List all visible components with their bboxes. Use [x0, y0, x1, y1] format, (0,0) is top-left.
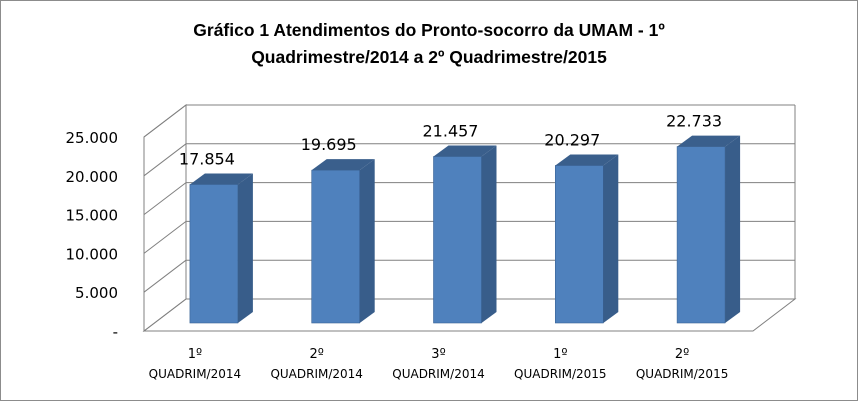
x-tick-label: 3º — [431, 347, 445, 362]
data-label: 21.457 — [423, 121, 479, 140]
bar — [676, 146, 726, 324]
bar — [433, 156, 482, 324]
y-tick-label: 10.000 — [66, 245, 119, 263]
bar-top — [433, 145, 497, 157]
x-tick-label: 1º — [188, 347, 202, 362]
bar-side — [603, 154, 619, 323]
bar-side — [481, 145, 497, 323]
y-tick-label: - — [113, 323, 118, 341]
bar-side — [359, 159, 375, 323]
data-label: 19.695 — [301, 135, 357, 154]
x-tick-label: 2º — [675, 347, 689, 362]
bar-top — [555, 154, 619, 166]
bar-top — [311, 159, 375, 171]
x-tick-label: QUADRIM/2015 — [636, 367, 729, 381]
bar-side — [237, 173, 253, 323]
chart-title: Gráfico 1 Atendimentos do Pronto-socorro… — [1, 17, 857, 71]
bar — [554, 165, 604, 324]
y-tick-label: 25.000 — [66, 129, 119, 147]
x-tick-label: 2º — [309, 347, 323, 362]
x-tick-label: QUADRIM/2014 — [270, 367, 363, 381]
bar-top — [677, 135, 741, 147]
data-label: 20.297 — [544, 130, 600, 149]
side-wall — [143, 103, 187, 333]
chart-title-line-1: Gráfico 1 Atendimentos do Pronto-socorro… — [193, 20, 665, 40]
gridline-side — [143, 182, 187, 215]
x-tick-label: QUADRIM/2015 — [514, 367, 607, 381]
y-tick-label: 5.000 — [75, 284, 118, 302]
x-tick-label: QUADRIM/2014 — [392, 367, 485, 381]
data-label: 17.854 — [179, 149, 235, 168]
bar — [189, 184, 239, 324]
gridline-side — [143, 221, 187, 254]
y-tick-label: 15.000 — [66, 207, 119, 225]
chart-title-line-2: Quadrimestre/2014 a 2º Quadrimestre/2015 — [251, 47, 607, 67]
y-tick-label: 20.000 — [66, 168, 119, 186]
x-tick-label: 1º — [553, 347, 567, 362]
gridline-side — [143, 143, 187, 177]
bar-side — [725, 135, 741, 323]
gridline-side — [143, 259, 187, 293]
bar-top — [189, 173, 253, 185]
data-label: 22.733 — [666, 112, 722, 131]
bar — [311, 169, 361, 324]
gridline-side — [143, 104, 187, 138]
x-tick-label: QUADRIM/2014 — [149, 367, 242, 381]
floor — [142, 298, 797, 332]
